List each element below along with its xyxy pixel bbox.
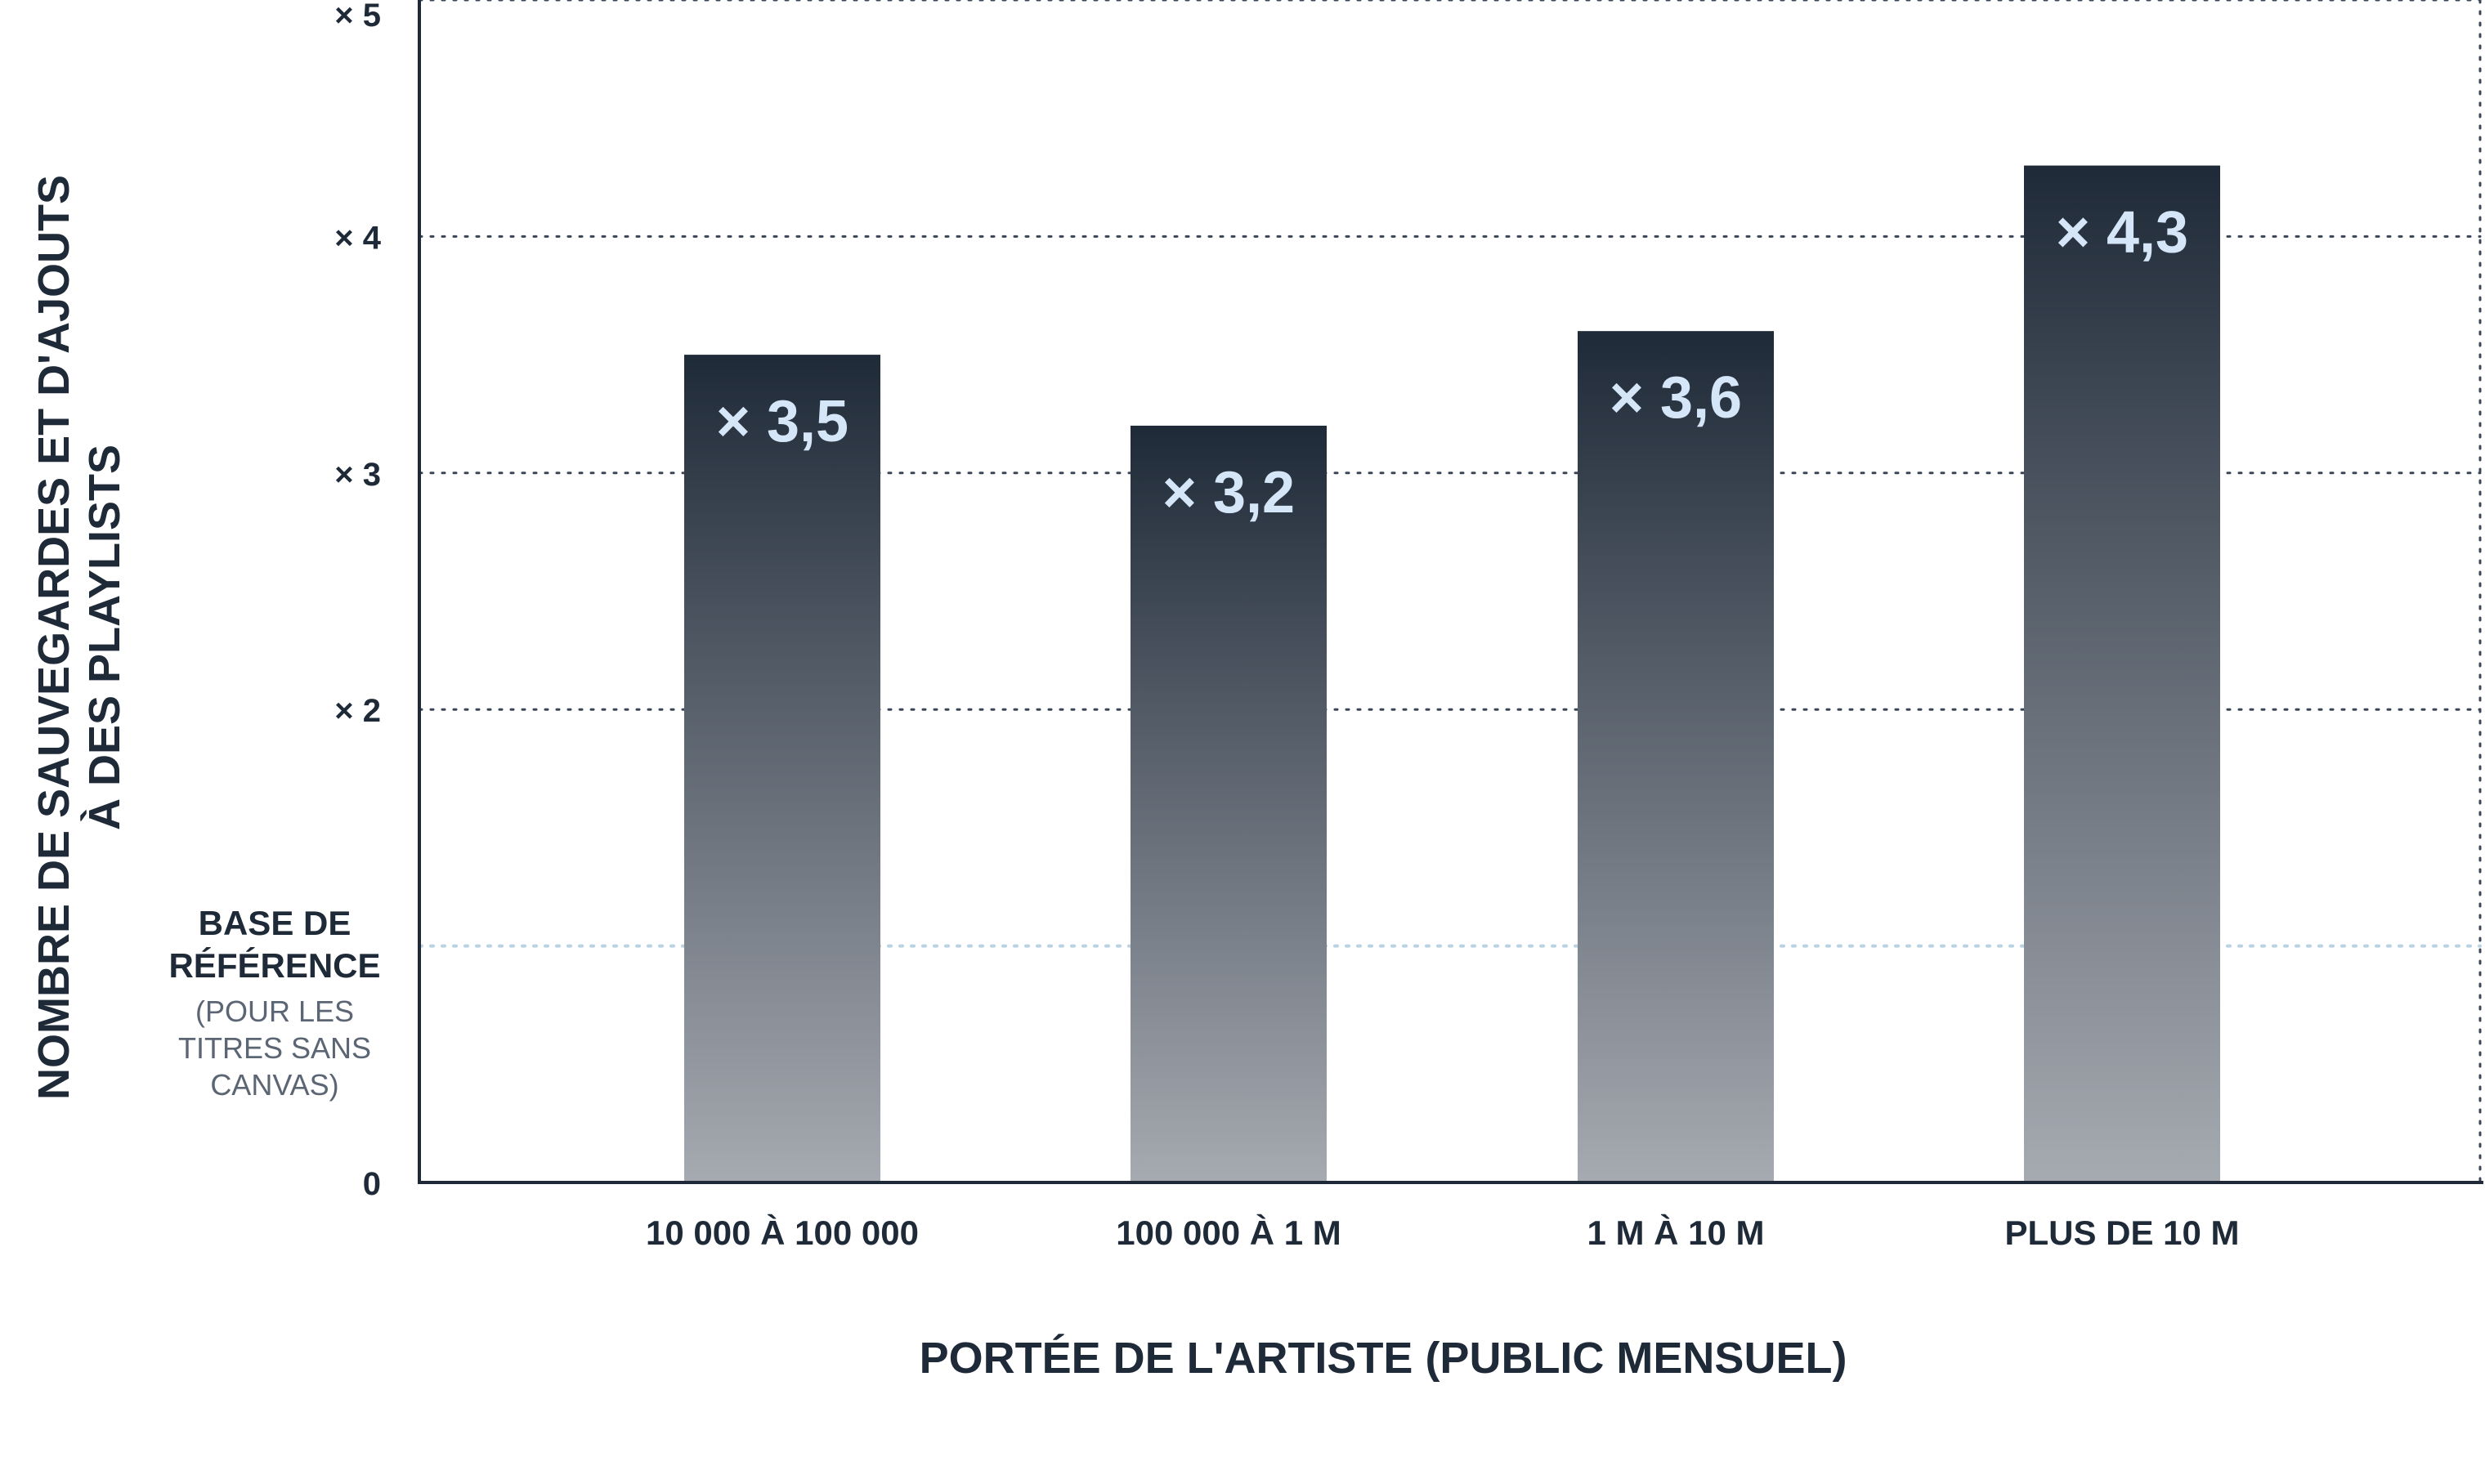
bar-value-label-4: × 4,3	[2056, 200, 2188, 266]
bar-1	[684, 355, 880, 1183]
y-tick-label-0: 0	[363, 1166, 381, 1202]
baseline-subtitle-line-2: TITRES SANS	[178, 1031, 371, 1065]
bar-2	[1131, 425, 1327, 1182]
baseline-title-line-2: RÉFÉRENCE	[168, 946, 380, 985]
bars	[684, 165, 2220, 1183]
x-tick-label-2: 100 000 À 1 M	[1116, 1214, 1341, 1252]
x-axis-title: PORTÉE DE L'ARTISTE (PUBLIC MENSUEL)	[920, 1334, 1847, 1383]
axes	[418, 0, 2483, 1184]
labels: × 3,5 × 3,2 × 3,6 × 4,3 0 × 2 × 3 × 4 × 5 BASE DE…	[29, 0, 2240, 1383]
bar-value-label-1: × 3,5	[716, 389, 848, 454]
bar-value-label-2: × 3,2	[1162, 460, 1295, 525]
y-tick-label-5: × 5	[334, 0, 381, 34]
bar-value-label-3: × 3,6	[1610, 365, 1742, 431]
x-tick-label-4: PLUS DE 10 M	[2004, 1214, 2239, 1252]
y-axis-title-line-2: À DES PLAYLISTS	[80, 445, 129, 830]
y-tick-label-3: × 3	[334, 457, 381, 493]
baseline-subtitle-line-3: CANVAS)	[210, 1068, 338, 1102]
bar-3	[1578, 331, 1774, 1182]
bar-4	[2024, 165, 2220, 1183]
x-tick-label-3: 1 M À 10 M	[1587, 1214, 1764, 1252]
baseline-title-line-1: BASE DE	[199, 904, 351, 942]
x-tick-label-1: 10 000 À 100 000	[646, 1214, 919, 1252]
y-tick-label-4: × 4	[334, 220, 381, 256]
y-axis-title-line-1: NOMBRE DE SAUVEGARDES ET D'AJOUTS	[29, 175, 78, 1100]
y-tick-label-2: × 2	[334, 693, 381, 729]
baseline-subtitle-line-1: (POUR LES	[195, 995, 354, 1028]
